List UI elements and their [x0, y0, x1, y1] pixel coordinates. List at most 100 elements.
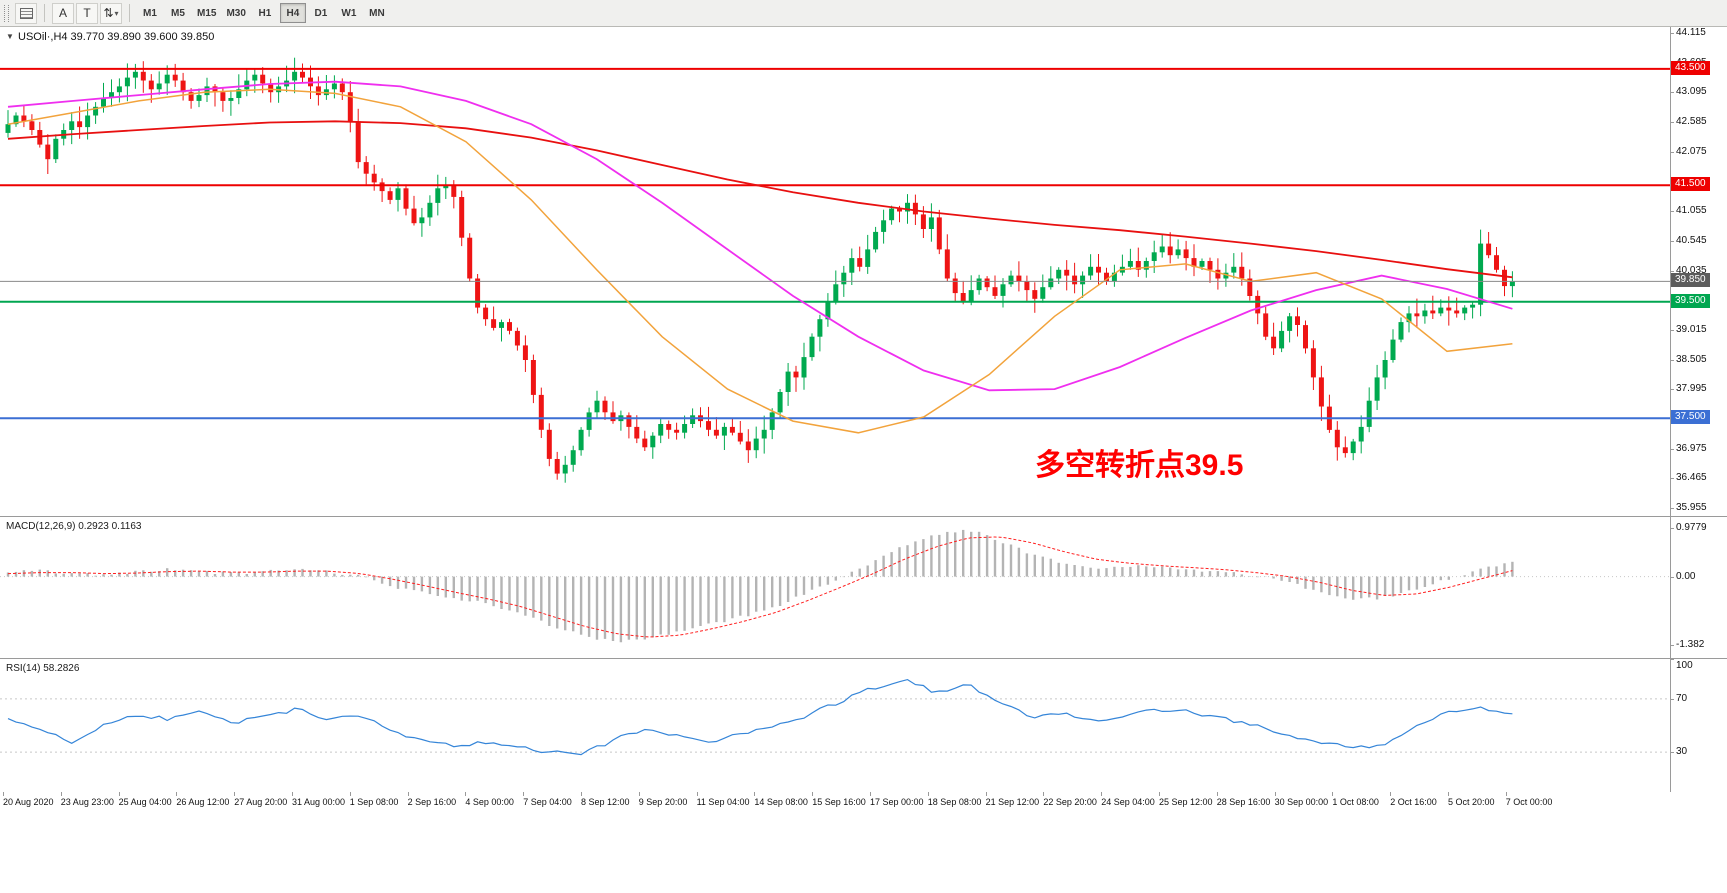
time-axis-tick	[870, 792, 871, 796]
time-axis-tick	[1043, 792, 1045, 796]
rsi-line	[7, 678, 1513, 756]
time-axis-label: 4 Sep 00:00	[465, 797, 514, 807]
timeframe-button-h1[interactable]: H1	[252, 3, 278, 23]
time-axis-tick	[1274, 792, 1276, 796]
price-tick-label: 40.035	[1676, 264, 1707, 276]
time-axis-label: 11 Sep 04:00	[696, 797, 750, 807]
price-level-badge: 37.500	[1671, 410, 1710, 425]
macd-signal-line	[7, 536, 1513, 638]
time-axis-label: 9 Sep 20:00	[638, 797, 688, 807]
time-axis-tick	[465, 792, 467, 796]
price-tick-mark	[1670, 389, 1674, 391]
time-axis[interactable]: 20 Aug 2020 23 Aug 23:00 25 Aug 04:00 26 Au…	[0, 792, 1727, 818]
rsi-indicator-canvas[interactable]	[0, 659, 1670, 792]
price-tick-label: 38.505	[1676, 353, 1707, 365]
price-tick-mark	[1670, 270, 1674, 272]
price-tick-mark	[1670, 359, 1674, 361]
rsi-tick-mark	[1670, 659, 1674, 660]
timeframe-button-m5[interactable]: M5	[165, 3, 191, 23]
macd-tick-mark	[1670, 576, 1674, 578]
timeframe-button-h4[interactable]: H4	[279, 3, 306, 23]
price-tick-label: 42.585	[1676, 116, 1707, 128]
price-tick-mark	[1670, 330, 1674, 331]
price-tick-mark	[1670, 508, 1674, 510]
up-down-arrows-icon: ⇅	[103, 6, 114, 20]
time-axis-label: 2 Sep 16:00	[407, 797, 457, 807]
time-axis-tick	[696, 792, 698, 796]
rsi-tick-label: 100	[1676, 660, 1693, 671]
time-axis-tick	[581, 792, 582, 796]
time-axis-label: 31 Aug 00:00	[292, 797, 346, 807]
ma-slow-line	[7, 120, 1513, 279]
time-axis-tick	[638, 792, 640, 796]
timeframe-button-w1[interactable]: W1	[336, 3, 362, 23]
macd-tick-mark	[1670, 645, 1674, 647]
panel-separator[interactable]	[0, 516, 1727, 517]
macd-histogram	[6, 529, 1514, 643]
time-axis-label: 7 Oct 00:00	[1505, 797, 1553, 807]
price-tick-mark	[1670, 478, 1674, 480]
time-axis-tick	[349, 792, 351, 796]
arrows-dropdown-button[interactable]: ⇅ ▾	[100, 2, 122, 24]
macd-title: MACD(12,26,9) 0.2923 0.1163	[6, 521, 142, 532]
time-axis-tick	[60, 792, 62, 796]
price-tick-label: 41.055	[1676, 205, 1707, 217]
price-tick-mark	[1670, 211, 1674, 213]
price-tick-label: 37.995	[1676, 383, 1707, 395]
time-axis-tick	[407, 792, 409, 796]
price-level-badge: 43.500	[1671, 60, 1710, 75]
macd-tick-mark	[1670, 528, 1674, 530]
timeframe-button-d1[interactable]: D1	[308, 3, 334, 23]
timeframe-button-m30[interactable]: M30	[222, 3, 249, 23]
price-tick-mark	[1670, 448, 1674, 450]
chart-grid-icon	[19, 7, 33, 19]
time-axis-label: 2 Oct 16:00	[1390, 797, 1437, 807]
rsi-tick-mark	[1670, 698, 1674, 700]
time-axis-label: 28 Sep 16:00	[1216, 797, 1271, 807]
one-click-trading-toggle-icon[interactable]: ▼	[6, 32, 14, 41]
chart-symbol-title: USOil·,H4 39.770 39.890 39.600 39.850	[18, 31, 215, 43]
time-axis-tick	[523, 792, 525, 796]
time-axis-label: 25 Aug 04:00	[118, 797, 172, 807]
toolbar-separator	[129, 4, 130, 22]
time-axis-label: 17 Sep 00:00	[870, 797, 924, 807]
timeframe-button-m1[interactable]: M1	[137, 3, 163, 23]
price-tick-label: 36.975	[1676, 442, 1707, 454]
time-axis-label: 15 Sep 16:00	[812, 797, 866, 807]
price-tick-label: 44.115	[1676, 27, 1706, 39]
time-axis-label: 14 Sep 08:00	[754, 797, 808, 807]
time-axis-tick	[1390, 792, 1392, 796]
chart-grid-button[interactable]	[15, 2, 37, 24]
time-axis-tick	[1159, 792, 1160, 796]
time-axis-label: 23 Aug 23:00	[60, 797, 114, 807]
timeframe-button-mn[interactable]: MN	[364, 3, 390, 23]
price-tick-label: 43.095	[1676, 86, 1707, 98]
price-level-badge: 39.500	[1671, 293, 1710, 308]
price-tick-mark	[1670, 33, 1674, 35]
price-tick-label: 42.075	[1676, 145, 1707, 157]
macd-indicator-canvas[interactable]	[0, 517, 1670, 658]
time-axis-label: 26 Aug 12:00	[176, 797, 230, 807]
chart-annotation-text[interactable]: 多空转折点39.5	[1035, 449, 1244, 482]
toolbar-grip[interactable]	[4, 4, 9, 22]
current-price-badge: 39.850	[1671, 273, 1710, 288]
time-axis-label: 30 Sep 00:00	[1274, 797, 1329, 807]
time-axis-tick	[754, 792, 756, 796]
time-axis-tick	[3, 792, 4, 796]
time-axis-tick	[1332, 792, 1334, 796]
rsi-tick-mark	[1670, 752, 1674, 754]
panel-separator[interactable]	[0, 658, 1727, 659]
toolbar: A T ⇅ ▾ M1 M5 M15 M30 H1 H4 D1 W1 MN	[0, 0, 1727, 27]
time-axis-tick	[234, 792, 236, 796]
time-axis-tick	[1505, 792, 1507, 796]
time-axis-label: 21 Sep 12:00	[985, 797, 1040, 807]
timeframe-button-m15[interactable]: M15	[193, 3, 220, 23]
price-tick-label: 36.465	[1676, 472, 1707, 484]
time-axis-tick	[176, 792, 178, 796]
arrow-tool-button[interactable]: A	[52, 2, 74, 24]
price-axis-line	[1670, 27, 1671, 792]
text-tool-button[interactable]: T	[76, 2, 98, 24]
macd-tick-label: 0.9779	[1676, 522, 1707, 534]
time-axis-tick	[985, 792, 987, 796]
price-chart-canvas[interactable]	[0, 27, 1670, 516]
